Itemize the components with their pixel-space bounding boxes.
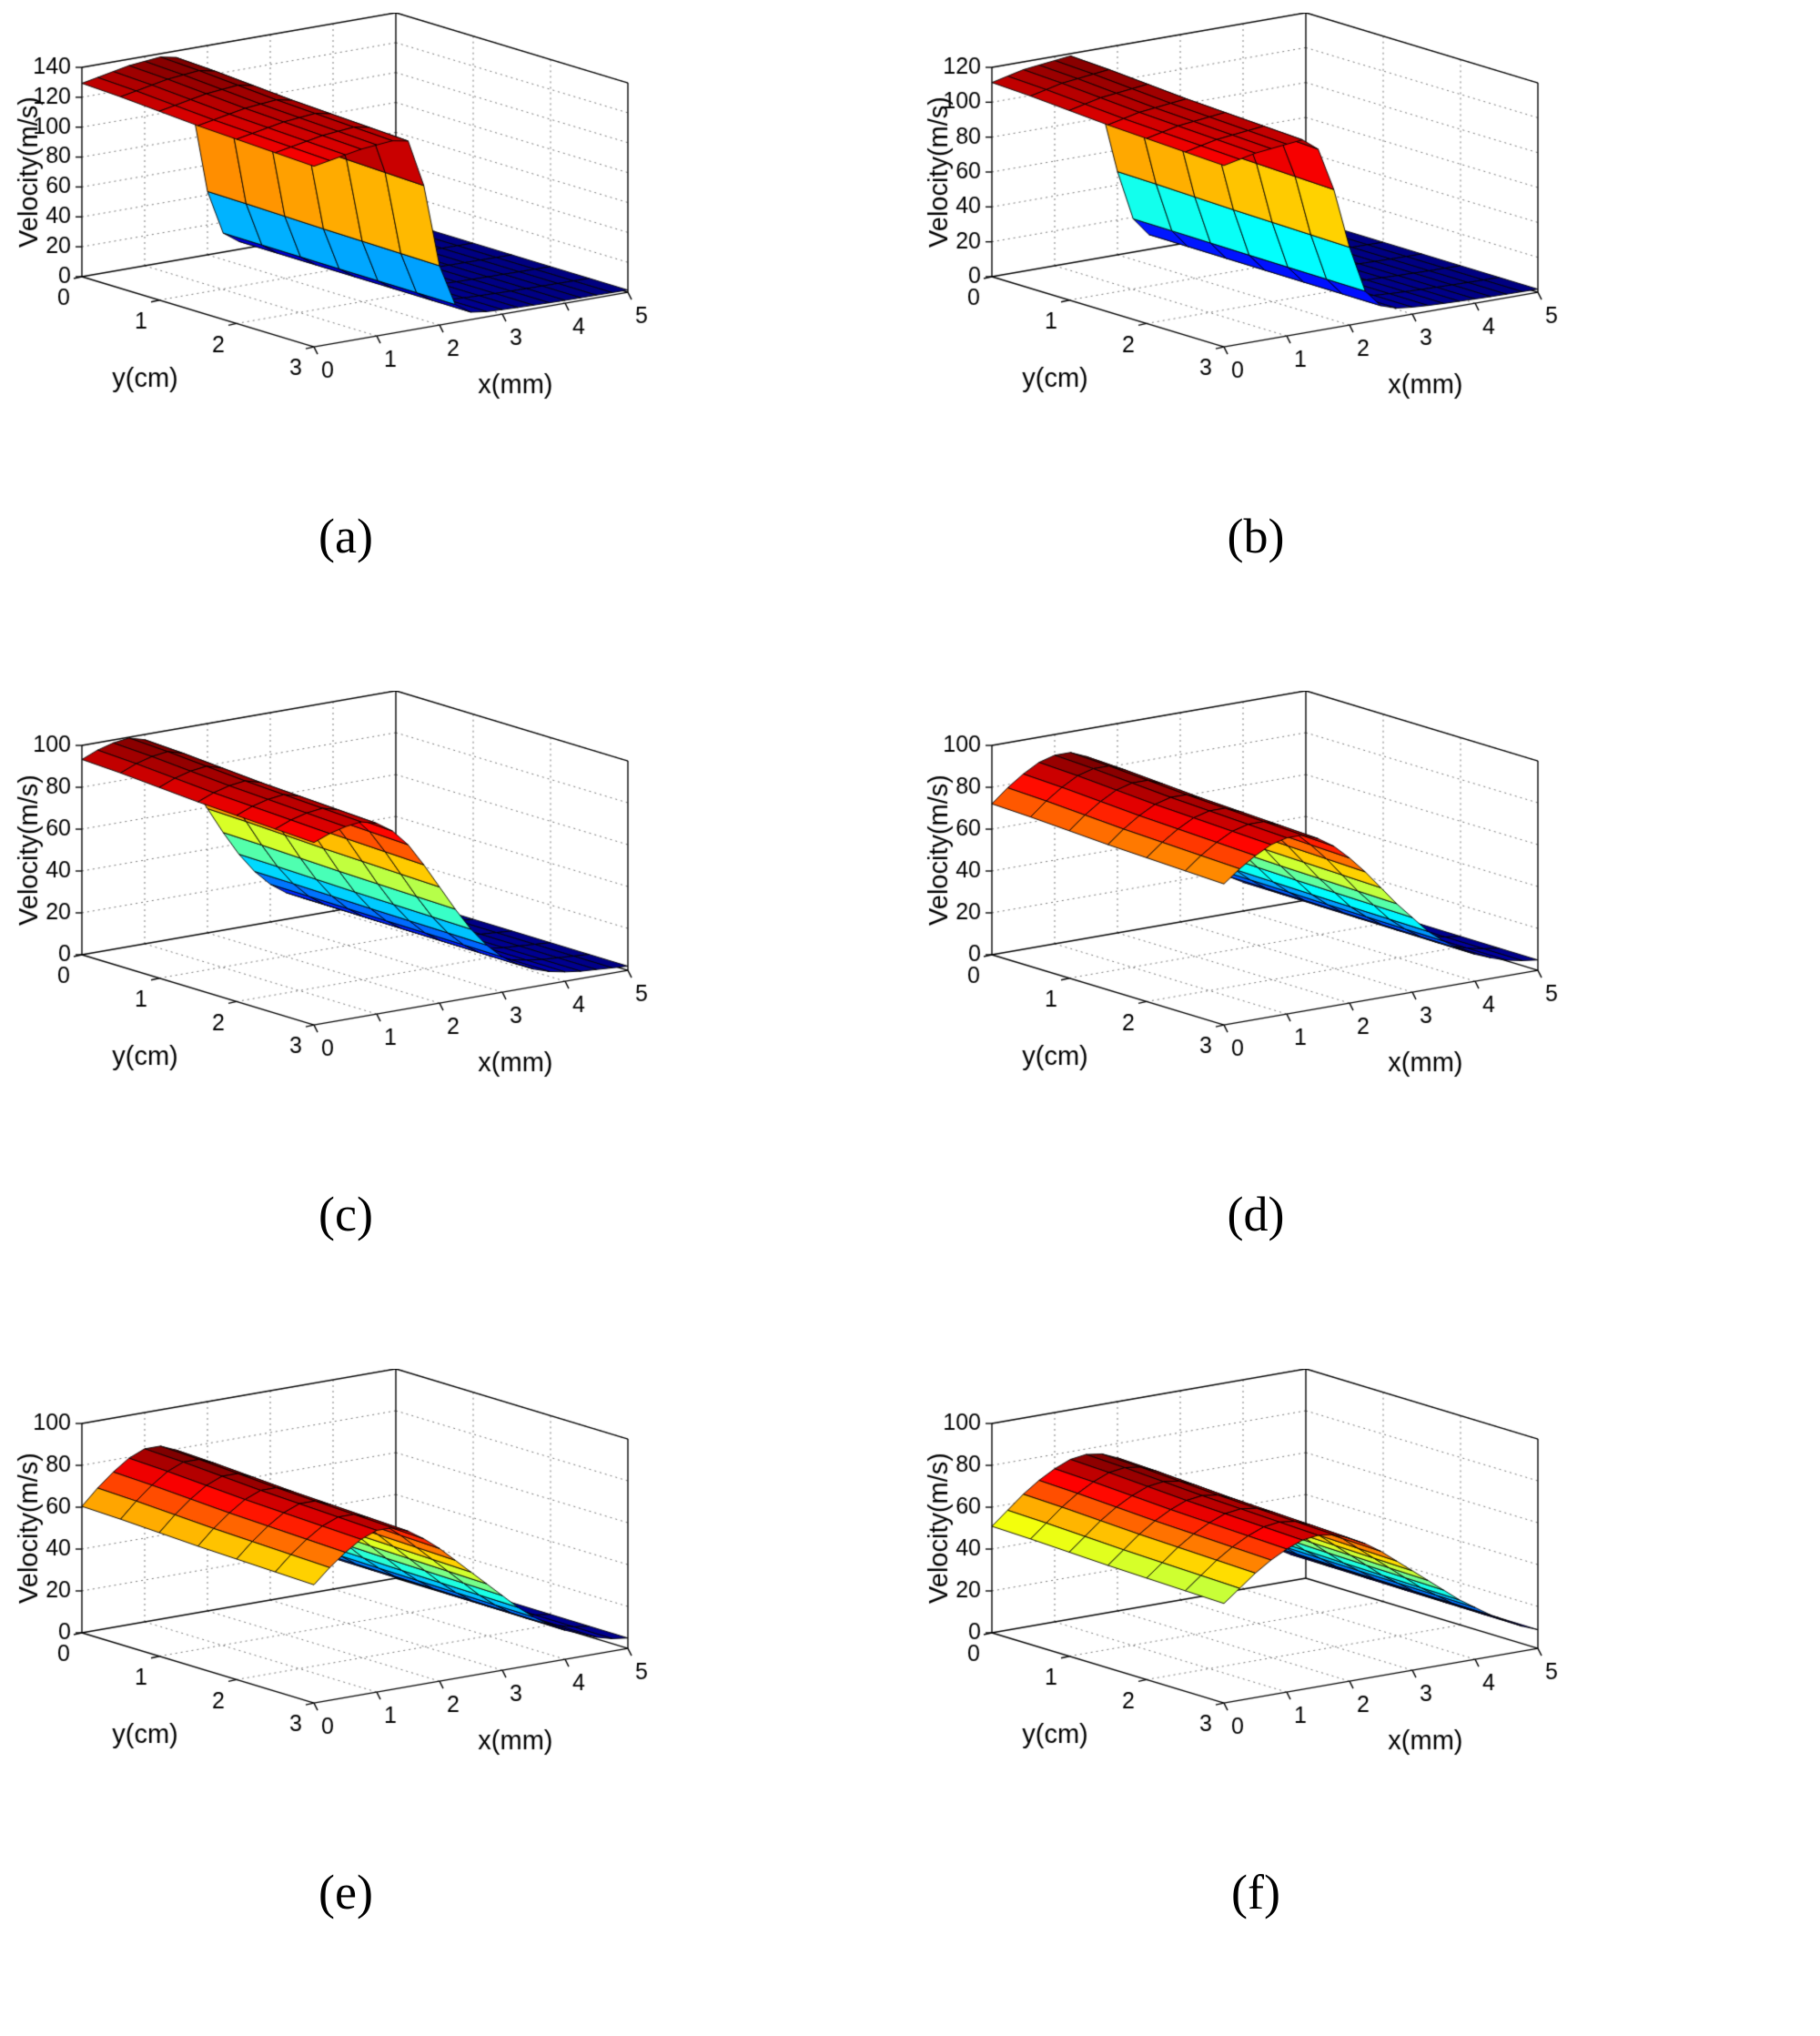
panel-b: (b): [910, 0, 1820, 678]
panel-f: (f): [910, 1356, 1820, 2034]
panel-caption-a: (a): [318, 509, 373, 563]
panel-caption-e: (e): [318, 1865, 373, 1920]
panel-caption-f: (f): [1231, 1865, 1280, 1920]
panel-c: (c): [0, 678, 910, 1356]
panel-d: (d): [910, 678, 1820, 1356]
panel-caption-d: (d): [1227, 1187, 1285, 1241]
panel-a: (a): [0, 0, 910, 678]
surface-plot-e: [0, 1369, 910, 1815]
surface-plot-c: [0, 691, 910, 1137]
surface-plot-f: [910, 1369, 1820, 1815]
surface-plot-b: [910, 13, 1820, 459]
panel-caption-c: (c): [318, 1187, 373, 1241]
surface-plot-d: [910, 691, 1820, 1137]
surface-plot-a: [0, 13, 910, 459]
panel-e: (e): [0, 1356, 910, 2034]
panel-caption-b: (b): [1227, 509, 1285, 563]
